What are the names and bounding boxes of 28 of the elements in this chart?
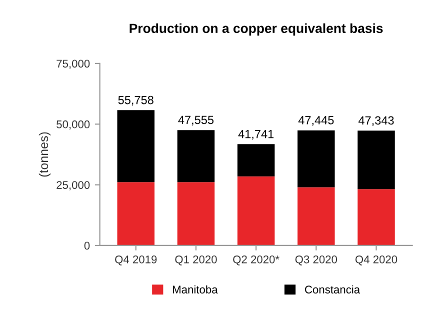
y-axis-title: (tonnes) bbox=[38, 132, 51, 177]
x-tick-label: Q3 2020 bbox=[295, 256, 338, 266]
bar bbox=[117, 182, 155, 246]
bar bbox=[117, 110, 155, 182]
bar bbox=[237, 176, 275, 246]
chart-title: Production on a copper equivalent basis bbox=[130, 23, 383, 36]
bar bbox=[298, 130, 335, 188]
x-tick-label: Q4 2020 bbox=[355, 256, 398, 266]
bar bbox=[358, 189, 395, 246]
total-label: 41,741 bbox=[238, 130, 274, 140]
bar bbox=[358, 130, 395, 190]
bar bbox=[237, 144, 275, 176]
legend-label: Manitoba bbox=[172, 285, 218, 294]
total-label: 55,758 bbox=[118, 96, 154, 106]
bar bbox=[298, 187, 335, 246]
x-tick-label: Q1 2020 bbox=[175, 256, 217, 266]
y-tick-label: 50,000 bbox=[56, 120, 90, 130]
total-label: 47,445 bbox=[298, 116, 334, 126]
y-tick-label: 0 bbox=[84, 242, 90, 250]
y-tick-label: 25,000 bbox=[56, 181, 90, 190]
x-tick-label: Q2 2020* bbox=[233, 256, 280, 266]
y-tick-label: 75,000 bbox=[56, 60, 90, 69]
bar bbox=[177, 182, 215, 246]
total-label: 47,555 bbox=[178, 116, 214, 126]
legend-label: Constancia bbox=[305, 285, 360, 294]
bar bbox=[177, 130, 215, 182]
total-label: 47,343 bbox=[358, 116, 394, 126]
x-tick-label: Q4 2019 bbox=[115, 256, 157, 266]
